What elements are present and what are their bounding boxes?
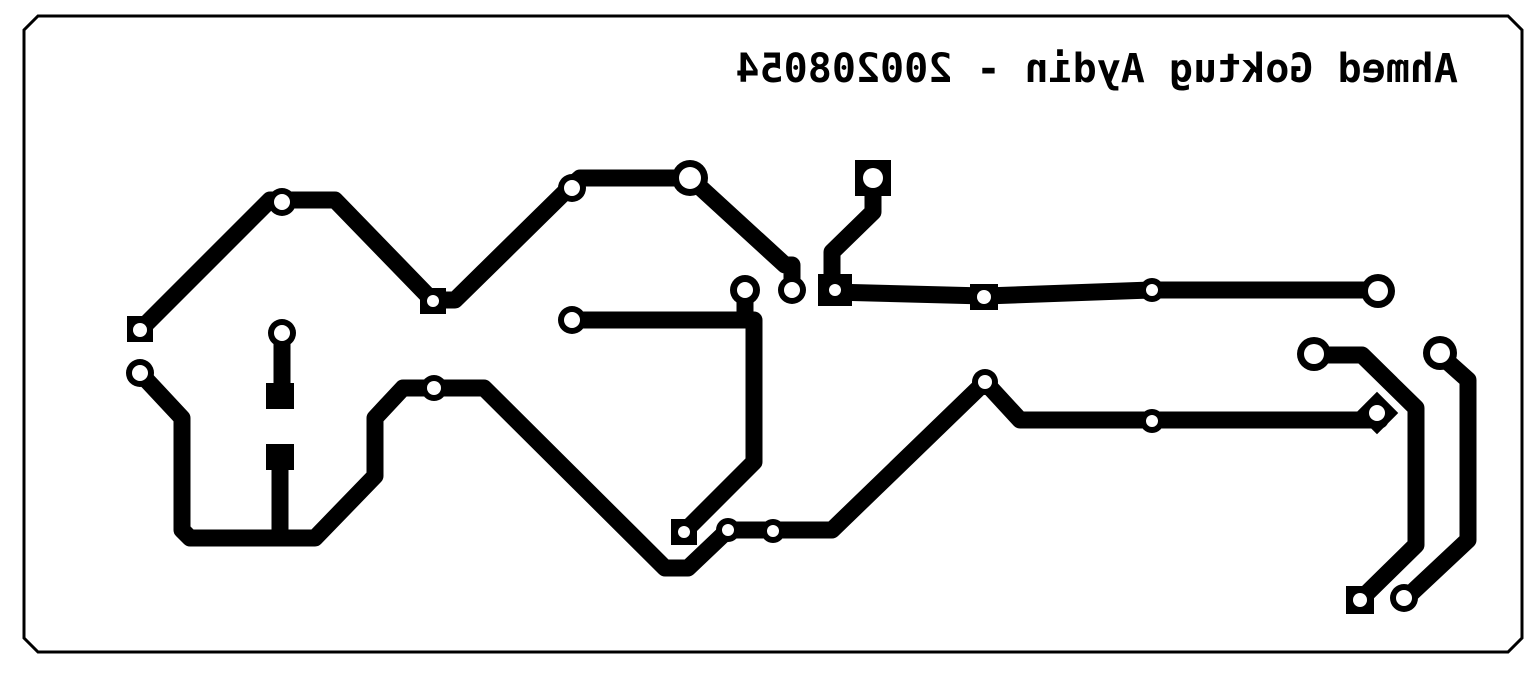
drill-hole (977, 290, 991, 304)
drill-hole (1369, 405, 1385, 421)
drill-hole (564, 180, 580, 196)
drill-hole (978, 375, 992, 389)
trace-net-1 (131, 169, 801, 339)
drill-hole (722, 524, 734, 536)
drill-hole (1146, 284, 1158, 296)
board-outline (22, 14, 1524, 654)
drill-hole (274, 194, 290, 210)
drill-hole (564, 312, 580, 328)
drill-hole (1396, 590, 1412, 606)
drill-hole (1353, 593, 1367, 607)
drill-hole (679, 167, 701, 189)
trace-net-7 (823, 169, 1387, 305)
drill-hole (767, 525, 779, 537)
drill-hole (1368, 281, 1388, 301)
drill-hole (784, 282, 800, 298)
drill-hole (678, 526, 690, 538)
smd-pad (266, 383, 294, 409)
drill-hole (274, 325, 290, 341)
trace-net-8 (1305, 346, 1425, 609)
drill-hole (132, 365, 148, 381)
drill-hole (427, 295, 439, 307)
drill-hole (1304, 344, 1324, 364)
drill-hole (737, 282, 753, 298)
drill-hole (1146, 415, 1158, 427)
drill-hole (133, 323, 147, 337)
board-title-text: Ahmed Goktug Aydin - 200208054 (736, 46, 1458, 92)
drill-hole (863, 168, 883, 188)
trace-net-3 (131, 364, 1389, 577)
trace-net-5 (563, 311, 763, 541)
trace-net-9 (1395, 346, 1477, 609)
drill-hole (1430, 343, 1450, 363)
smd-pad (266, 444, 294, 470)
drill-hole (427, 381, 441, 395)
drill-hole (829, 284, 841, 296)
